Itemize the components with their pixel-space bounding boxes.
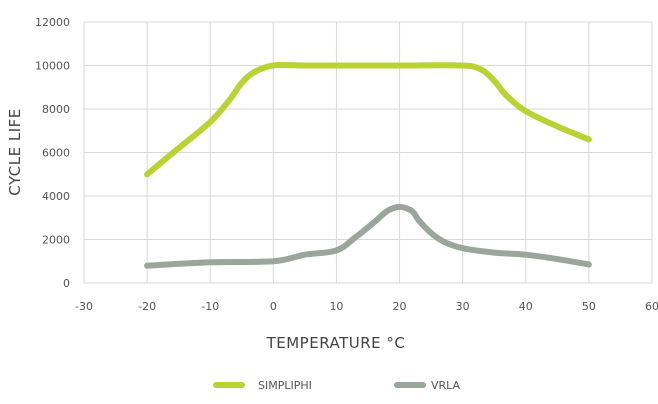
y-axis-title: CYCLE LIFE (6, 108, 24, 196)
x-axis-title: TEMPERATURE °C (266, 334, 406, 352)
x-tick-label: 30 (456, 300, 470, 313)
x-tick-label: 40 (519, 300, 533, 313)
series-line-simpliphi (144, 62, 592, 178)
y-tick-label: 10000 (35, 60, 70, 73)
y-tick-label: 0 (63, 277, 70, 290)
x-tick-labels: -30 -20 -10 0 10 20 30 40 50 60 (75, 300, 658, 313)
x-tick-label: 10 (329, 300, 343, 313)
legend: SIMPLIPHI VRLA (213, 379, 461, 392)
y-tick-label: 4000 (42, 190, 70, 203)
series-lines (144, 62, 592, 269)
y-tick-label: 6000 (42, 147, 70, 160)
y-tick-label: 12000 (35, 16, 70, 29)
series-line-vrla (144, 203, 592, 269)
x-tick-label: -20 (138, 300, 156, 313)
x-tick-label: 60 (645, 300, 658, 313)
x-tick-label: 20 (393, 300, 407, 313)
x-tick-label: 50 (582, 300, 596, 313)
legend-label-vrla: VRLA (431, 379, 461, 392)
y-tick-label: 8000 (42, 103, 70, 116)
x-tick-label: -10 (201, 300, 219, 313)
y-tick-label: 2000 (42, 234, 70, 247)
legend-label-simpliphi: SIMPLIPHI (258, 379, 312, 392)
y-tick-labels: 0 2000 4000 6000 8000 10000 12000 (35, 16, 70, 290)
x-tick-label: -30 (75, 300, 93, 313)
x-tick-label: 0 (270, 300, 277, 313)
